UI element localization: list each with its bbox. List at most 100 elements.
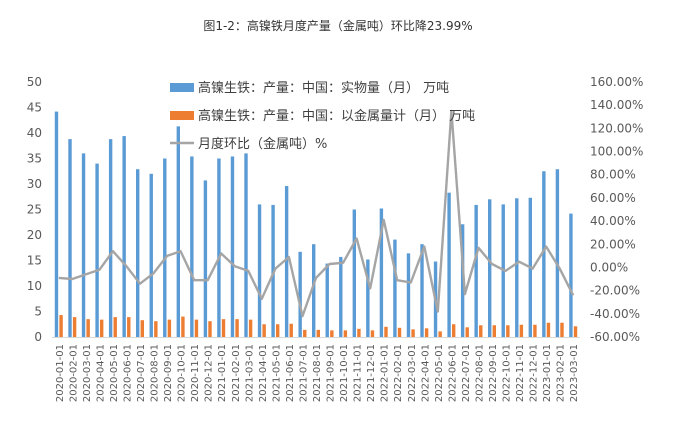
- x-tick-label: 2020-05-01: [109, 344, 120, 402]
- bar-physical: [393, 239, 397, 337]
- x-tick-label: 2020-02-01: [68, 344, 79, 402]
- legend-swatch: [170, 111, 194, 120]
- bar-physical: [379, 208, 384, 337]
- left-tick-label: 25: [27, 203, 42, 217]
- x-tick-label: 2021-10-01: [339, 344, 350, 402]
- right-tick-label: 160.00%: [590, 75, 643, 89]
- bar-physical: [81, 153, 86, 337]
- x-tick-label: 2022-04-01: [420, 344, 431, 402]
- x-tick-label: 2022-07-01: [461, 344, 472, 402]
- x-tick-label: 2020-08-01: [150, 344, 161, 402]
- x-tick-label: 2020-07-01: [136, 344, 147, 402]
- bar-metal: [86, 319, 90, 337]
- x-tick-label: 2022-05-01: [434, 344, 445, 402]
- bar-physical: [420, 244, 424, 337]
- x-tick-label: 2022-10-01: [502, 344, 513, 402]
- x-tick-label: 2020-04-01: [95, 344, 106, 402]
- right-tick-label: -60.00%: [590, 330, 640, 344]
- bar-physical: [54, 111, 59, 337]
- legend: 高镍生铁：产量：中国：实物量（月） 万吨高镍生铁：产量：中国：以金属量计（月） …: [170, 80, 475, 152]
- x-tick-label: 2023-03-01: [569, 344, 580, 402]
- right-tick-label: 120.00%: [590, 121, 643, 135]
- x-tick-label: 2021-06-01: [285, 344, 296, 402]
- bar-physical: [488, 199, 492, 337]
- x-tick-label: 2023-02-01: [556, 344, 567, 402]
- bar-physical: [447, 192, 451, 337]
- bar-metal: [424, 328, 429, 337]
- bar-metal: [127, 317, 131, 337]
- left-tick-label: 50: [27, 75, 42, 89]
- bar-metal: [438, 331, 442, 337]
- bar-physical: [149, 173, 153, 337]
- bar-metal: [316, 329, 320, 337]
- left-tick-label: 40: [27, 126, 42, 140]
- bar-metal: [262, 324, 266, 337]
- left-tick-label: 10: [27, 279, 42, 293]
- bar-metal: [140, 320, 144, 337]
- right-tick-label: -40.00%: [590, 307, 640, 321]
- bar-metal: [72, 317, 77, 337]
- bar-metal: [221, 319, 226, 337]
- right-tick-label: 100.00%: [590, 145, 643, 159]
- bar-metal: [235, 319, 239, 337]
- legend-label: 高镍生铁：产量：中国：以金属量计（月） 万吨: [198, 108, 475, 124]
- right-tick-label: 20.00%: [590, 237, 636, 251]
- x-tick-label: 2021-04-01: [258, 344, 269, 402]
- left-tick-label: 30: [27, 177, 42, 191]
- x-tick-label: 2020-12-01: [204, 344, 215, 402]
- series-mom-line: [58, 109, 575, 318]
- x-tick-label: 2022-11-01: [515, 344, 526, 402]
- x-tick-label: 2022-02-01: [393, 344, 404, 402]
- bar-metal: [546, 322, 551, 337]
- bar-physical: [325, 263, 329, 337]
- right-tick-label: 40.00%: [590, 214, 636, 228]
- bar-metal: [411, 329, 415, 337]
- bar-metal: [208, 321, 212, 337]
- bar-physical: [298, 251, 302, 337]
- series-metal-bars: [59, 315, 578, 337]
- x-tick-label: 2022-03-01: [407, 344, 418, 402]
- bar-physical: [555, 169, 560, 337]
- legend-label: 月度环比（金属吨）%: [198, 136, 327, 152]
- bar-physical: [230, 156, 235, 337]
- bar-physical: [257, 204, 262, 337]
- bar-metal: [330, 330, 334, 337]
- bar-metal: [154, 321, 158, 337]
- x-tick-label: 2020-10-01: [177, 344, 188, 402]
- right-tick-label: 140.00%: [590, 98, 643, 112]
- bar-metal: [465, 327, 469, 337]
- bar-physical: [190, 156, 194, 337]
- bar-physical: [163, 158, 167, 337]
- left-tick-label: 35: [27, 152, 42, 166]
- bar-metal: [506, 325, 510, 337]
- x-tick-label: 2021-02-01: [231, 344, 242, 402]
- x-axis: 2020-01-01 2020-02-01 2020-03-01 2020-04-01…: [52, 337, 580, 402]
- bar-physical: [542, 171, 546, 337]
- bar-metal: [492, 325, 496, 337]
- x-tick-label: 2021-01-01: [217, 344, 228, 402]
- bar-physical: [352, 209, 357, 337]
- x-tick-label: 2022-09-01: [488, 344, 499, 402]
- x-tick-label: 2020-03-01: [82, 344, 93, 402]
- x-tick-label: 2021-07-01: [298, 344, 309, 402]
- bar-physical: [569, 213, 573, 337]
- bar-metal: [289, 323, 293, 337]
- bar-metal: [194, 319, 199, 337]
- x-tick-label: 2021-08-01: [312, 344, 323, 402]
- bar-physical: [95, 163, 99, 337]
- bar-physical: [217, 158, 221, 337]
- bar-metal: [370, 330, 375, 337]
- bar-metal: [384, 326, 388, 337]
- left-tick-label: 0: [34, 330, 42, 344]
- bar-metal: [59, 315, 63, 337]
- legend-label: 高镍生铁：产量：中国：实物量（月） 万吨: [198, 80, 449, 96]
- bar-physical: [474, 204, 478, 337]
- bar-physical: [460, 224, 465, 337]
- bar-physical: [176, 126, 181, 338]
- bar-metal: [533, 324, 537, 337]
- right-tick-label: 60.00%: [590, 191, 636, 205]
- bar-metal: [451, 324, 456, 337]
- bar-physical: [203, 180, 208, 337]
